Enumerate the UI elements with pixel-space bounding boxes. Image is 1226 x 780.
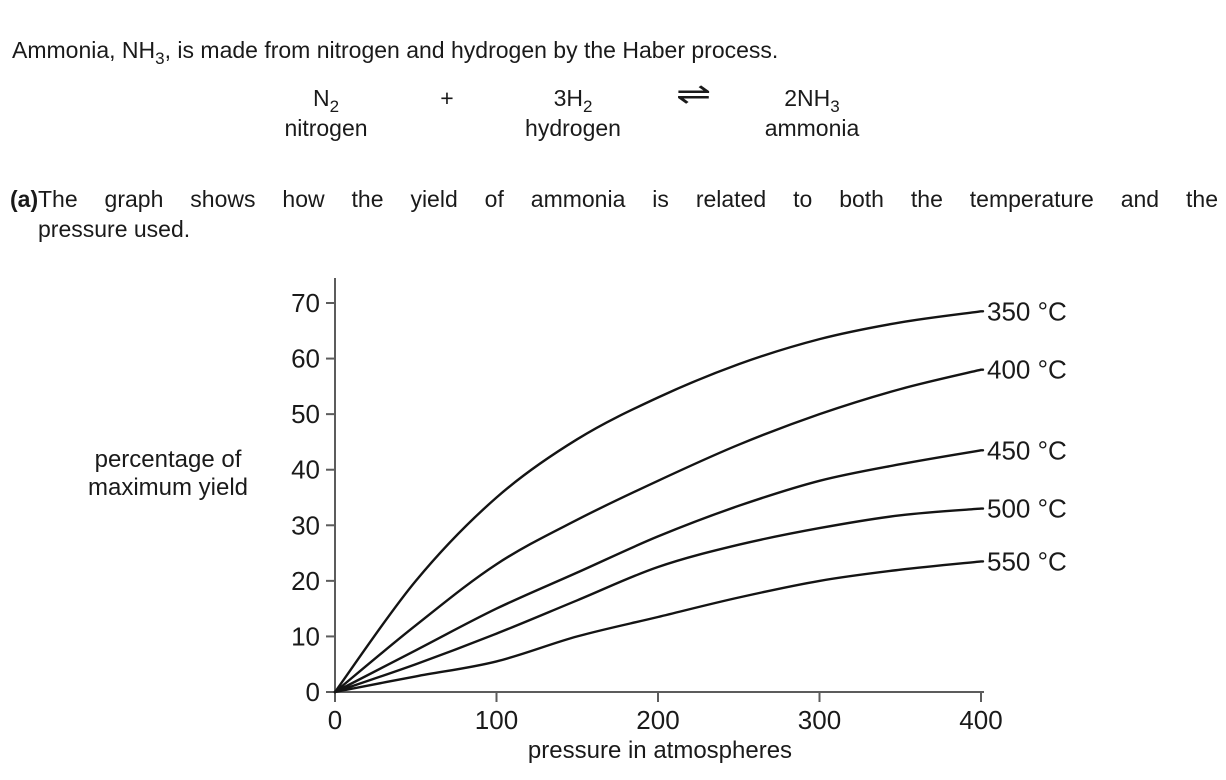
x-axis-label: pressure in atmospheres <box>527 737 793 764</box>
curve-350c <box>333 310 985 694</box>
y-tick-label: 40 <box>291 455 320 485</box>
curve-400c <box>333 368 985 694</box>
question-part-a: (a) The graph shows how the yield of amm… <box>10 184 1218 244</box>
y-axis-label: percentage of maximum yield <box>72 446 264 502</box>
label-hydrogen: hydrogen <box>525 115 621 141</box>
y-tick-label: 60 <box>291 344 320 374</box>
eq-term-ammonia: 2NH3 ammonia <box>727 84 897 142</box>
curve-label-350c: 350 °C <box>987 296 1067 326</box>
y-tick-label: 20 <box>291 566 320 596</box>
part-a-text: The graph shows how the yield of ammonia… <box>38 184 1218 244</box>
curve-label-500c: 500 °C <box>987 494 1067 524</box>
formula-hydrogen: 3H2 <box>553 85 593 116</box>
intro-text: Ammonia, NH3, is made from nitrogen and … <box>12 35 778 68</box>
formula-nitrogen: N2 <box>312 85 340 116</box>
equilibrium-arrow-icon: ⇌ <box>676 77 712 112</box>
y-tick-label: 10 <box>291 621 320 651</box>
curve-label-400c: 400 °C <box>987 355 1067 385</box>
plus-operator: + <box>440 85 454 111</box>
chart-canvas: 0 10 20 30 40 50 60 70 0 100 200 300 400 350 °C 400 °C… <box>291 278 1067 735</box>
formula-ammonia: 2NH3 <box>784 85 840 116</box>
curve-label-550c: 550 °C <box>987 546 1067 576</box>
y-tick-label: 70 <box>291 288 320 318</box>
intro-subscript: 3 <box>155 49 165 68</box>
y-tick-label: 0 <box>306 677 320 707</box>
x-tick-label: 100 <box>475 705 518 735</box>
x-tick-label: 400 <box>959 705 1002 735</box>
curve-500c <box>333 507 985 694</box>
intro-pre: Ammonia, NH <box>12 37 156 63</box>
label-nitrogen: nitrogen <box>284 115 368 141</box>
part-a-line1: The graph shows how the yield of ammonia… <box>38 186 1218 212</box>
part-a-line2: pressure used. <box>38 216 191 242</box>
label-ammonia: ammonia <box>764 115 860 141</box>
x-tick-label: 200 <box>636 705 679 735</box>
eq-term-nitrogen: N2 nitrogen <box>241 84 411 142</box>
y-tick-label: 50 <box>291 399 320 429</box>
y-axis-label-line1: percentage of <box>94 446 242 473</box>
curve-450c <box>333 449 985 694</box>
eq-term-hydrogen: 3H2 hydrogen <box>488 84 658 142</box>
curve-label-450c: 450 °C <box>987 435 1067 465</box>
part-a-marker: (a) <box>10 186 39 212</box>
curve-550c <box>333 560 985 694</box>
y-tick-label: 30 <box>291 510 320 540</box>
x-tick-label: 300 <box>798 705 841 735</box>
y-axis-label-line2: maximum yield <box>87 474 249 501</box>
x-tick-label: 0 <box>328 705 342 735</box>
intro-post: , is made from nitrogen and hydrogen by … <box>164 37 779 63</box>
